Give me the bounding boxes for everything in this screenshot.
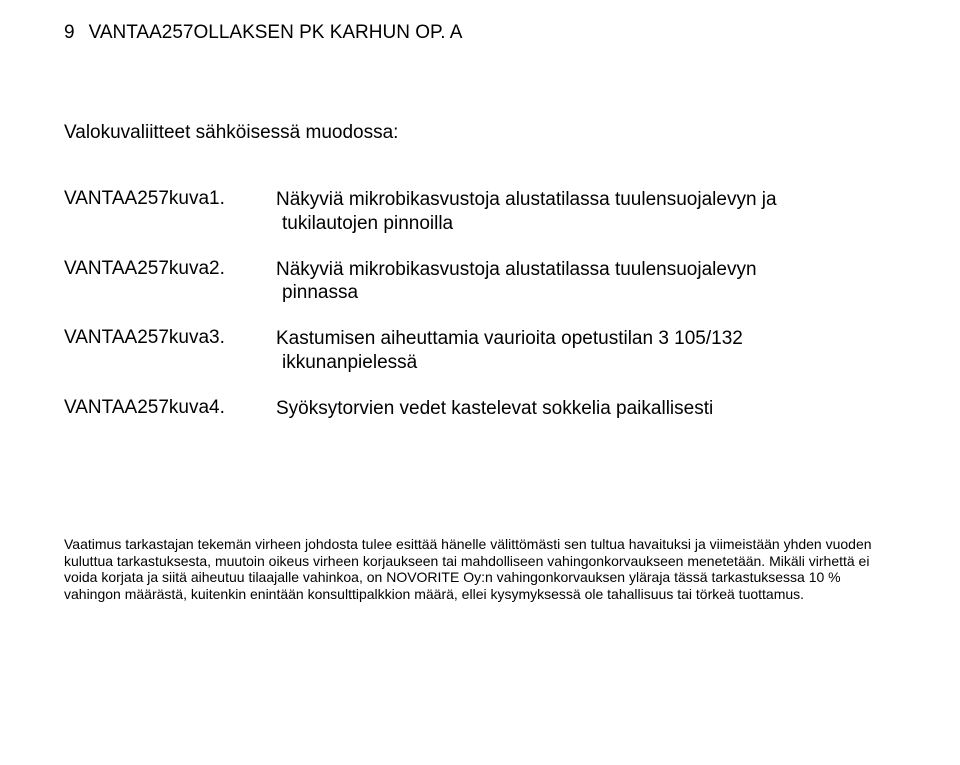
attachment-row: VANTAA257kuva3. Kastumisen aiheuttamia v… xyxy=(64,327,892,375)
section-title: Valokuvaliitteet sähköisessä muodossa: xyxy=(64,122,892,144)
attachment-line2: ikkunanpielessä xyxy=(276,351,743,375)
header-title: VANTAA257OLLAKSEN PK KARHUN OP. A xyxy=(89,22,463,44)
attachment-desc: Syöksytorvien vedet kastelevat sokkelia … xyxy=(276,397,713,421)
attachment-desc: Näkyviä mikrobikasvustoja alustatilassa … xyxy=(276,258,757,306)
attachment-line2: tukilautojen pinnoilla xyxy=(276,212,777,236)
attachment-row: VANTAA257kuva4. Syöksytorvien vedet kast… xyxy=(64,397,892,421)
header-row: 9 VANTAA257OLLAKSEN PK KARHUN OP. A xyxy=(64,22,892,44)
page-number: 9 xyxy=(64,22,75,44)
attachment-line1: Näkyviä mikrobikasvustoja alustatilassa … xyxy=(276,259,757,280)
footer-disclaimer: Vaatimus tarkastajan tekemän virheen joh… xyxy=(64,536,892,602)
attachment-line1: Näkyviä mikrobikasvustoja alustatilassa … xyxy=(276,189,777,210)
attachment-key: VANTAA257kuva1. xyxy=(64,188,276,236)
attachment-row: VANTAA257kuva2. Näkyviä mikrobikasvustoj… xyxy=(64,258,892,306)
spacer xyxy=(64,442,892,536)
attachment-line1: Kastumisen aiheuttamia vaurioita opetust… xyxy=(276,328,743,349)
attachment-desc: Näkyviä mikrobikasvustoja alustatilassa … xyxy=(276,188,777,236)
attachment-key: VANTAA257kuva2. xyxy=(64,258,276,306)
attachment-line2: pinnassa xyxy=(276,281,757,305)
attachment-key: VANTAA257kuva4. xyxy=(64,397,276,421)
attachment-line1: Syöksytorvien vedet kastelevat sokkelia … xyxy=(276,398,713,419)
document-page: 9 VANTAA257OLLAKSEN PK KARHUN OP. A Valo… xyxy=(0,0,960,662)
attachment-desc: Kastumisen aiheuttamia vaurioita opetust… xyxy=(276,327,743,375)
attachment-row: VANTAA257kuva1. Näkyviä mikrobikasvustoj… xyxy=(64,188,892,236)
attachment-key: VANTAA257kuva3. xyxy=(64,327,276,375)
